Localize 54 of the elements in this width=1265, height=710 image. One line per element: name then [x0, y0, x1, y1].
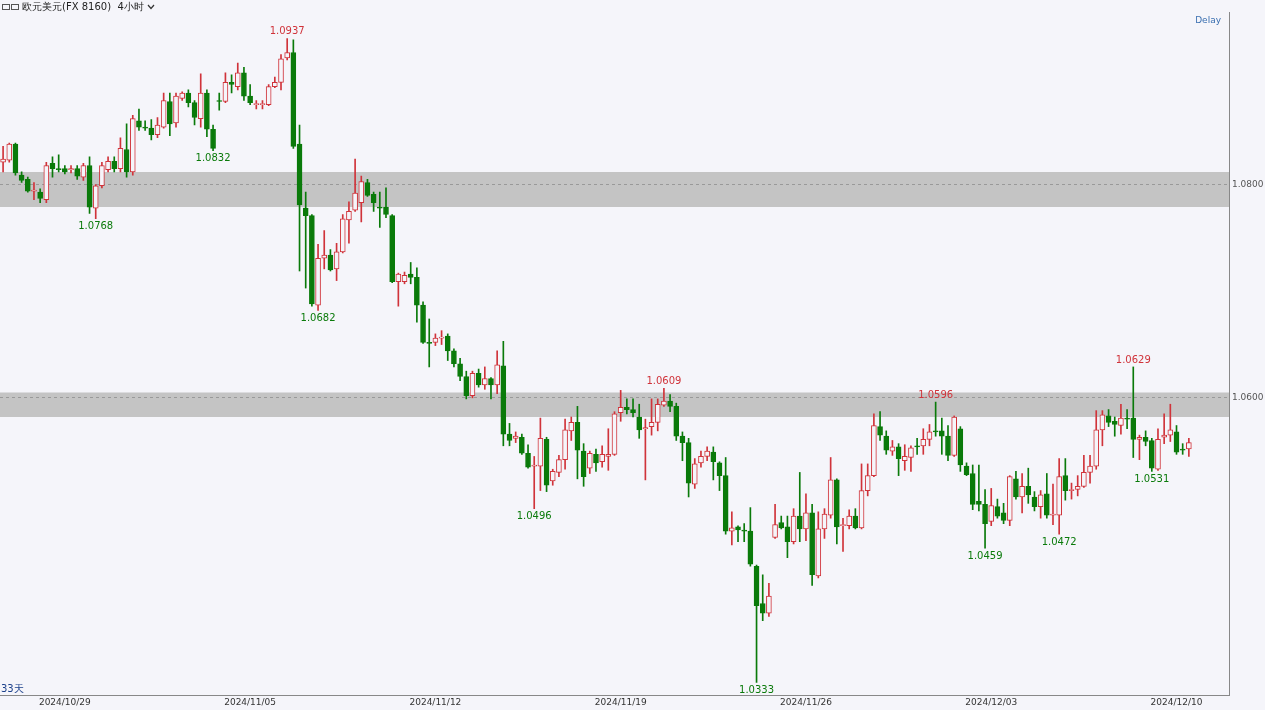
candlestick [0, 145, 6, 173]
annotation: Delay [1195, 14, 1222, 25]
candlestick [321, 230, 328, 270]
candlestick [920, 428, 927, 455]
chart-title: 欧元美元(FX 8160) 4小时 [22, 0, 144, 14]
candlestick [1130, 366, 1137, 458]
annotation: 1.0531 [1134, 472, 1170, 484]
x-tick-label: 2024/11/12 [409, 696, 462, 707]
candlestick [376, 191, 383, 228]
x-tick-label: 2024/11/26 [780, 696, 833, 707]
annotation: 1.0768 [78, 220, 114, 232]
candlestick [1050, 483, 1056, 525]
candlestick [346, 201, 352, 244]
candlestick [55, 154, 62, 173]
candlestick [1161, 413, 1167, 444]
annotation: 1.0832 [195, 152, 231, 164]
candlestick [796, 472, 803, 543]
annotation: 1.0682 [300, 312, 336, 324]
candlestick [31, 182, 37, 200]
candlestick [1074, 475, 1081, 497]
annotation: 1.0629 [1115, 353, 1151, 365]
annotation: 1.0596 [918, 388, 954, 400]
candlestick [302, 191, 309, 289]
x-tick-label: 2024/10/29 [38, 696, 92, 707]
candlestick [68, 165, 74, 174]
candlestick [407, 262, 414, 285]
annotation: 1.0459 [967, 549, 1003, 561]
candlestick [1124, 409, 1130, 430]
annotation: 1.0937 [269, 25, 305, 37]
x-tick-label: 2024/12/10 [1150, 696, 1203, 707]
x-tick-label: 2024/11/19 [594, 696, 647, 707]
candlestick [741, 523, 748, 543]
candlestick [605, 428, 612, 471]
annotation: 1.0496 [516, 510, 552, 522]
annotation: 1.0609 [646, 374, 682, 386]
candlestick [840, 517, 846, 552]
candlestick [624, 398, 630, 415]
y-tick-label: 1.0800 [1232, 179, 1264, 190]
candlestick [630, 398, 636, 418]
annotation: 1.0333 [739, 684, 775, 695]
candlestick [901, 444, 908, 471]
candlestick [142, 120, 148, 131]
candlestick [914, 438, 920, 455]
candlestick [1025, 467, 1032, 504]
x-tick-label: 2024/12/03 [965, 696, 1018, 707]
annotation: 33天 [1, 682, 24, 694]
candlestick [735, 525, 741, 543]
candlestick [976, 464, 982, 512]
x-tick-label: 2024/11/05 [224, 696, 277, 707]
y-tick-label: 1.0600 [1232, 392, 1264, 403]
candlestick [617, 390, 624, 422]
candlestick [661, 387, 667, 407]
annotation: 1.0472 [1041, 535, 1077, 547]
candlestick [1167, 403, 1174, 442]
